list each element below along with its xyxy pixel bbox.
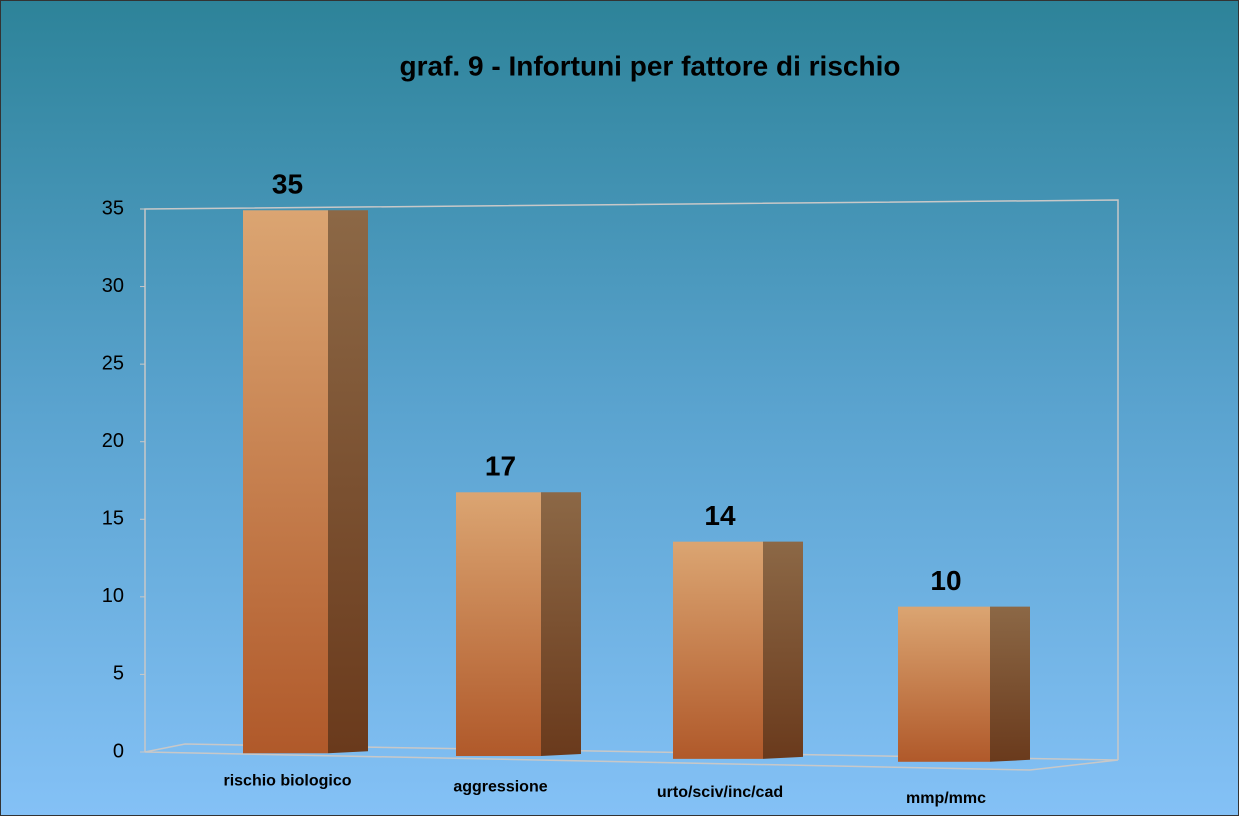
bar-front <box>898 606 990 762</box>
floor <box>144 743 1119 771</box>
y-tick-label: 20 <box>102 430 124 452</box>
frame <box>144 199 1119 760</box>
y-tick-label: 30 <box>102 275 124 297</box>
bar-side <box>763 541 803 759</box>
value-label: 17 <box>485 451 516 482</box>
chart-title: graf. 9 - Infortuni per fattore di risch… <box>400 50 901 81</box>
bar <box>898 606 1030 762</box>
x-tick-label: aggressione <box>453 778 547 795</box>
bar-front <box>673 541 763 759</box>
y-tick-label: 15 <box>102 508 124 530</box>
y-tick-label: 10 <box>102 585 124 607</box>
bar <box>456 492 581 757</box>
x-tick-label: mmp/mmc <box>906 790 986 807</box>
x-tick-label: urto/sciv/inc/cad <box>657 784 783 801</box>
value-label: 10 <box>930 565 961 596</box>
value-label: 35 <box>272 169 303 200</box>
bar-side <box>328 210 368 754</box>
x-tick-label: rischio biologico <box>223 772 351 789</box>
bar-side <box>990 606 1030 762</box>
bar <box>243 210 368 754</box>
bar <box>673 541 803 759</box>
y-tick-label: 25 <box>102 352 124 374</box>
y-tick-label: 5 <box>113 663 124 685</box>
bar-front <box>456 492 541 757</box>
bar-side <box>541 492 581 757</box>
y-tick-label: 0 <box>113 740 124 762</box>
value-label: 14 <box>704 500 736 531</box>
y-tick-label: 35 <box>102 197 124 219</box>
bar-front <box>243 210 328 754</box>
